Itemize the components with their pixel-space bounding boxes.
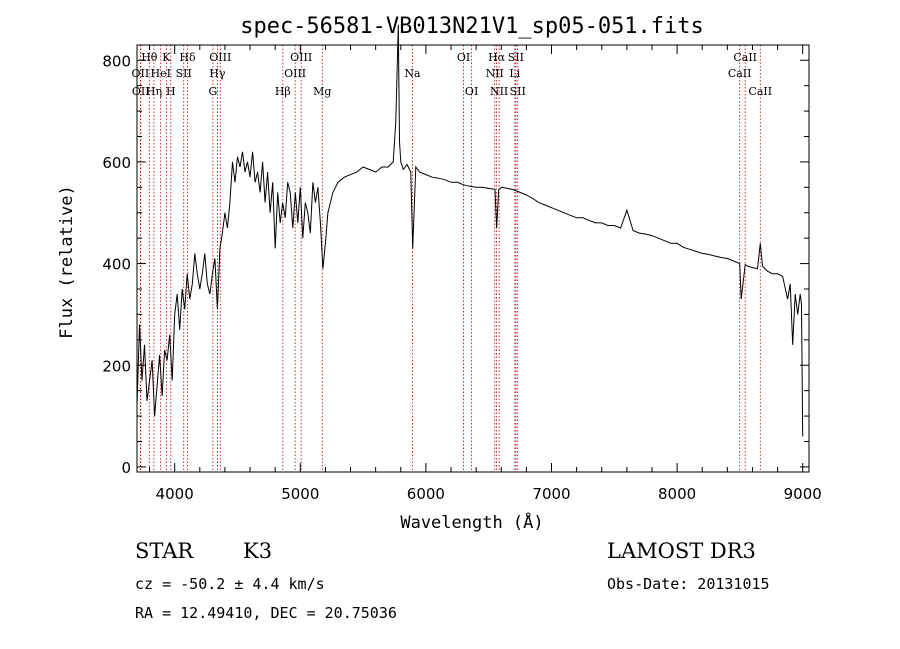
spectral-line-label: CaII — [728, 67, 752, 80]
observation-date: Obs-Date: 20131015 — [607, 575, 770, 593]
spectrum-series-line — [136, 24, 804, 437]
x-tick-label: 8000 — [658, 485, 696, 503]
spectral-line-label: OIII — [209, 51, 231, 64]
chart-title: spec-56581-VB013N21V1_sp05-051.fits — [240, 14, 704, 39]
y-tick-label: 400 — [102, 256, 131, 274]
x-tick-label: 6000 — [407, 485, 445, 503]
y-tick-label: 200 — [102, 357, 131, 375]
plot-frame — [136, 44, 810, 473]
y-tick-label: 800 — [102, 52, 131, 70]
spectral-line-label: HeI — [151, 67, 171, 80]
spectral-line-label: Hη — [146, 85, 162, 98]
coordinates: RA = 12.49410, DEC = 20.75036 — [135, 604, 397, 622]
spectral-line-label: K — [162, 51, 171, 64]
y-tick-label: 600 — [102, 154, 131, 172]
spectral-line-label: OIII — [284, 67, 306, 80]
spectral-line-markers — [139, 45, 761, 472]
x-tick-label: 5000 — [281, 485, 319, 503]
spectral-line-label: OII — [132, 85, 150, 98]
spectral-line-label: Hθ — [141, 51, 158, 64]
spectral-line-label: H — [166, 85, 176, 98]
redshift-cz: cz = -50.2 ± 4.4 km/s — [135, 575, 325, 593]
spectral-line-label: CaII — [748, 85, 772, 98]
spectral-line-label: NII — [490, 85, 508, 98]
spectral-line-label: G — [208, 85, 217, 98]
x-tick-label: 4000 — [156, 485, 194, 503]
object-subclass: K3 — [243, 539, 273, 563]
y-axis-label: Flux (relative) — [57, 185, 77, 339]
spectral-line-label: SII — [510, 85, 526, 98]
axis-ticks: 4000 5000 6000 7000 8000 9000 0 200 400 600 800 — [102, 45, 822, 503]
survey-name: LAMOST DR3 — [607, 539, 756, 563]
spectral-line-label: OI — [465, 85, 478, 98]
spectral-line-label: OIII — [290, 51, 312, 64]
y-tick-label: 0 — [121, 459, 131, 477]
x-tick-label: 9000 — [784, 485, 822, 503]
spectral-line-label: OII — [132, 67, 150, 80]
spectral-line-label: SII — [508, 51, 524, 64]
spectral-line-label: CaII — [733, 51, 757, 64]
spectral-line-label: OI — [457, 51, 470, 64]
x-axis-label: Wavelength (Å) — [400, 511, 543, 533]
spectral-line-label: SII — [176, 67, 192, 80]
spectral-line-label: Na — [404, 67, 421, 80]
spectral-line-label: Hα — [488, 51, 506, 64]
spectral-line-label: NII — [486, 67, 504, 80]
spectral-line-label: Hδ — [179, 51, 196, 64]
spectral-line-label: Hγ — [209, 67, 226, 80]
spectral-line-label: Mg — [313, 85, 331, 98]
spectral-line-label: Hβ — [275, 85, 291, 98]
object-class: STAR — [135, 539, 194, 563]
x-tick-label: 7000 — [532, 485, 570, 503]
spectral-line-label: Li — [509, 67, 520, 80]
